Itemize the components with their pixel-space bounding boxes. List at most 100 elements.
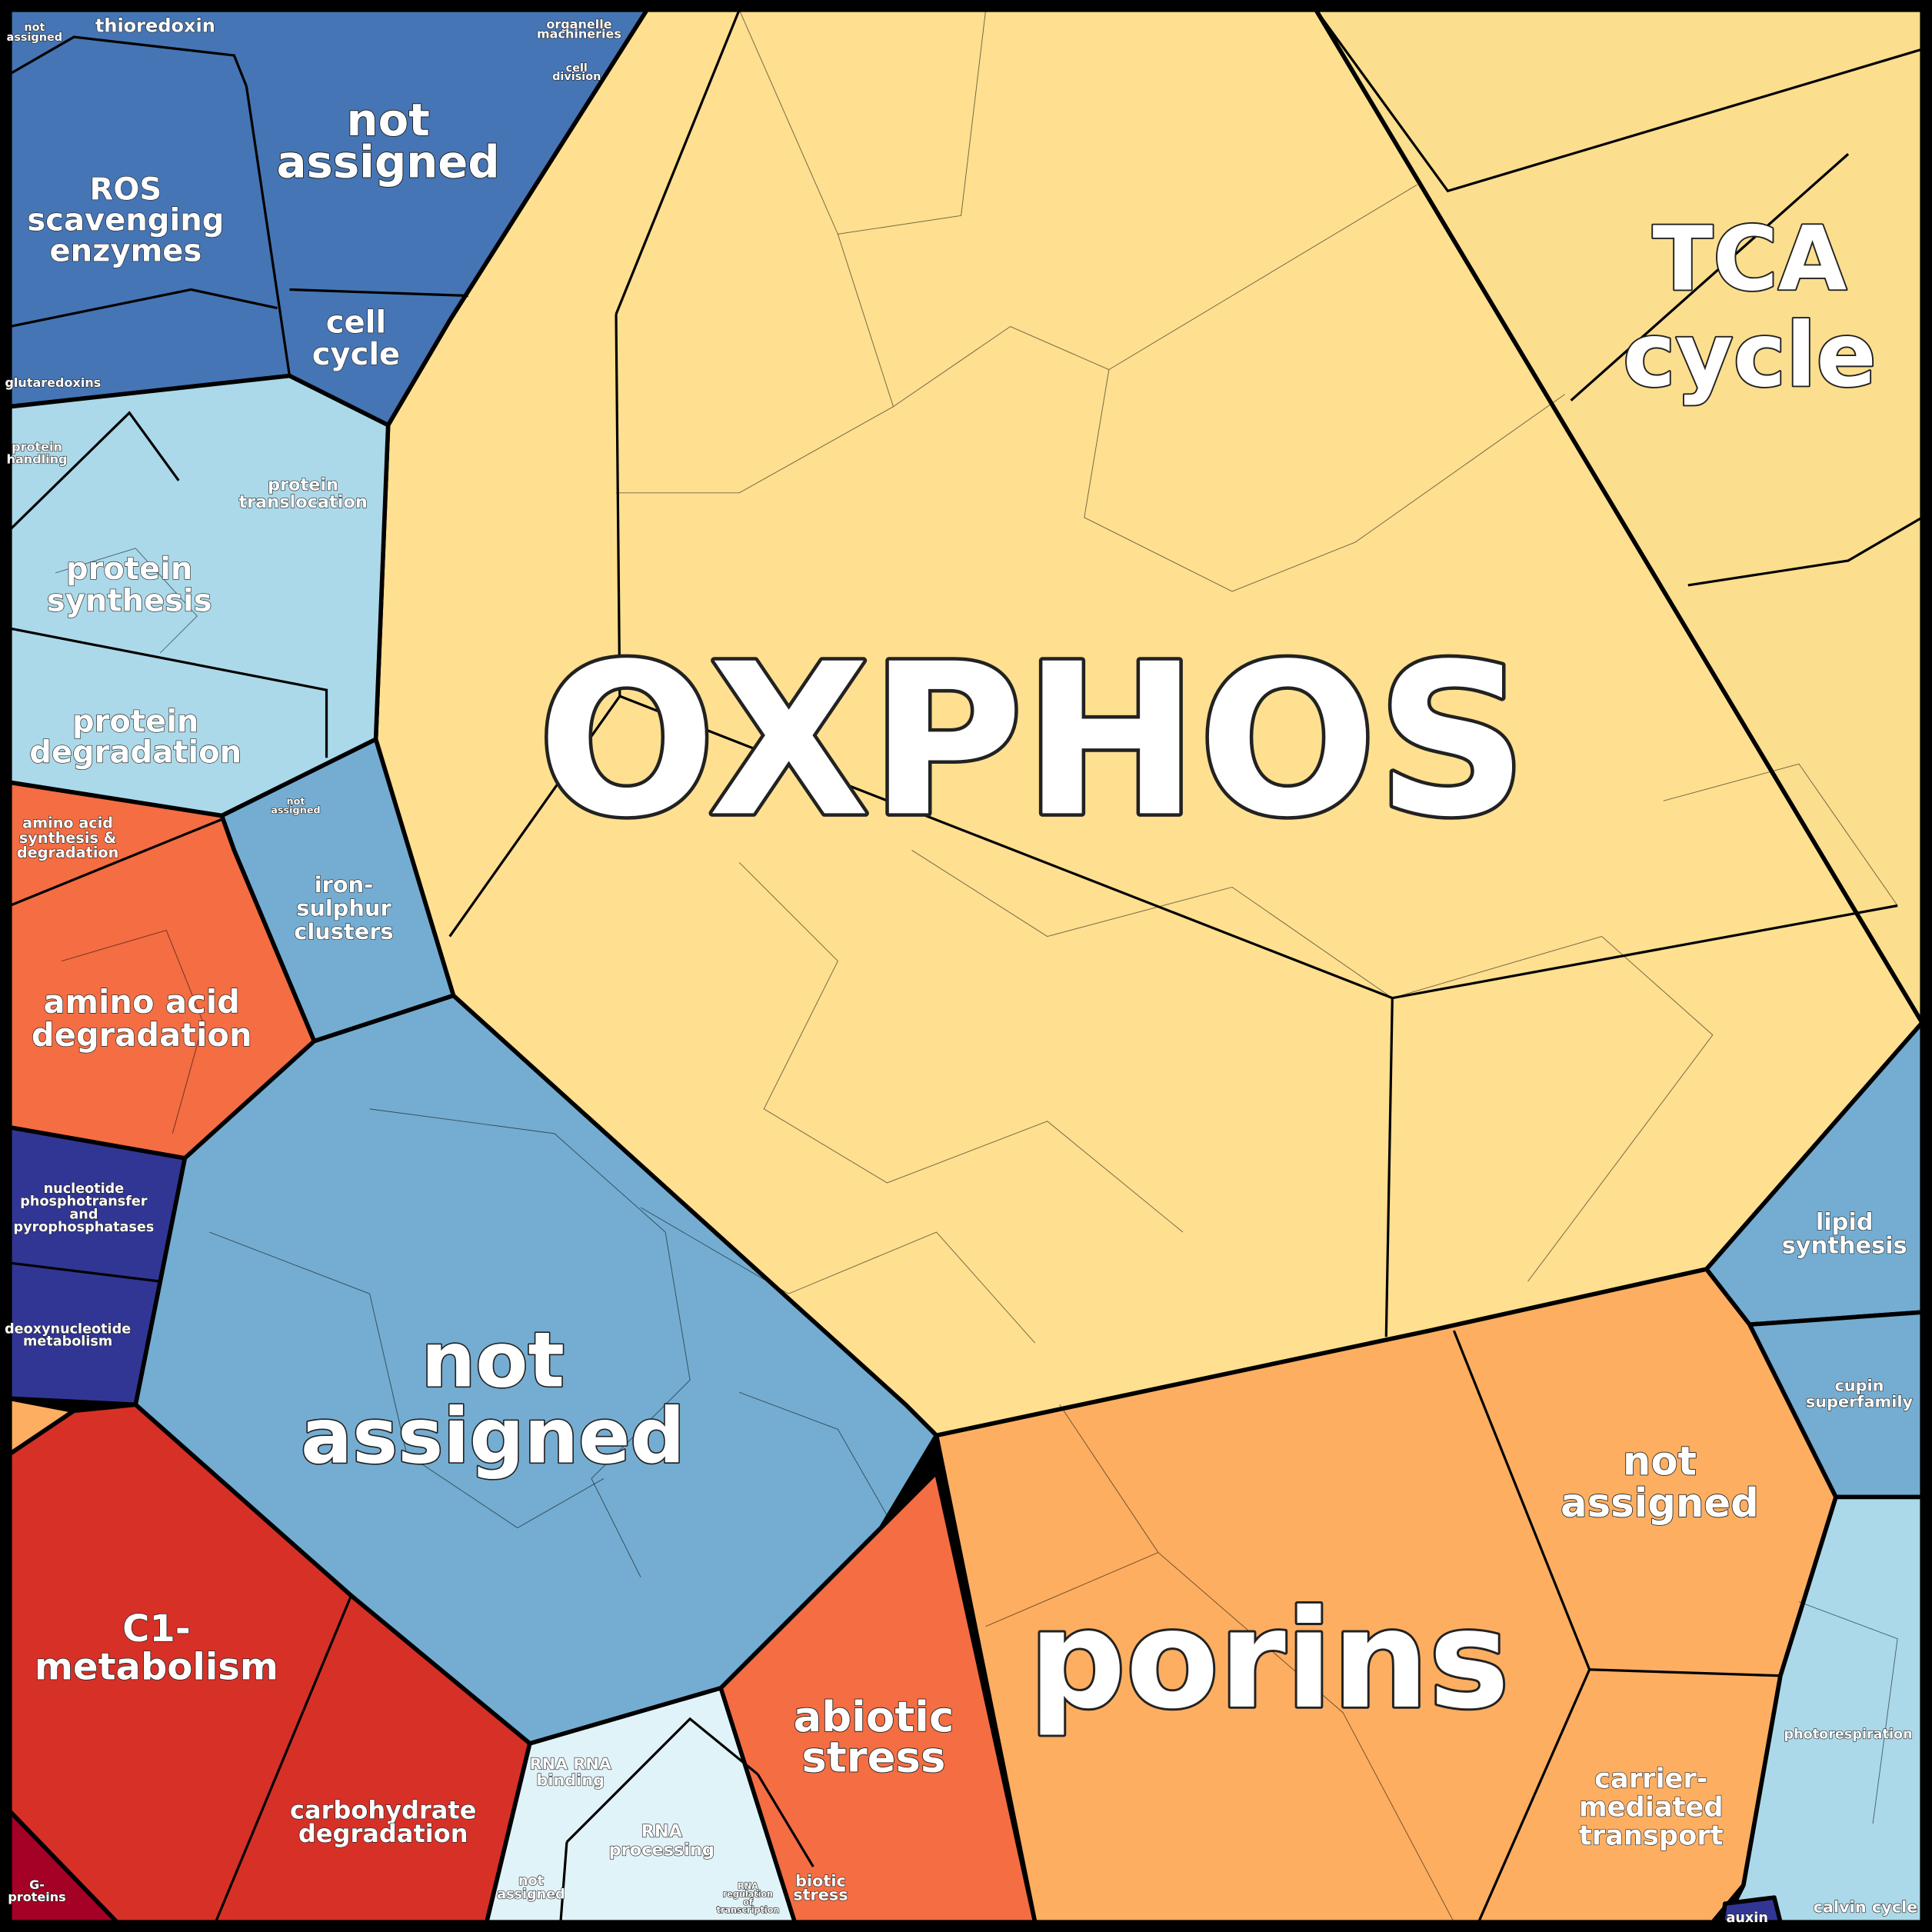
cell-label: synthesis: [47, 584, 212, 619]
cell-line: [837, 184, 1417, 408]
border: [559, 1841, 568, 1923]
cell-label: machineries: [537, 27, 621, 42]
border: [245, 85, 291, 376]
cell-line: [1084, 369, 1565, 592]
cell-line: [55, 548, 198, 654]
cell-line: [1663, 763, 1898, 906]
border: [1687, 516, 1923, 587]
cell-label: iron-: [315, 871, 373, 898]
cell-label: not: [1623, 1439, 1697, 1485]
texture: [55, 9, 1898, 1923]
cell-label: ROS: [90, 172, 162, 208]
cell-label: synthesis: [1782, 1232, 1907, 1259]
cell-label: phosphotransfer: [20, 1194, 148, 1210]
border: [214, 1595, 353, 1923]
cell-label: C1-: [122, 1607, 191, 1651]
cell-label: carbohydrate: [290, 1796, 476, 1825]
cell-label: not: [347, 94, 430, 146]
cell-label: protein: [12, 439, 62, 454]
cell-label: RNA: [641, 1822, 683, 1842]
cell-line: [209, 1231, 605, 1529]
cell-line: [1392, 936, 1714, 1282]
cell-label: amino acid: [44, 983, 240, 1021]
cell-label: degradation: [32, 1016, 252, 1054]
cell-label: not: [286, 796, 305, 808]
cell-label: biotic: [795, 1872, 846, 1890]
cell-line: [616, 406, 894, 494]
cell-label: assigned: [497, 1887, 565, 1903]
cell-label: enzymes: [50, 234, 202, 269]
border: [1314, 8, 1923, 193]
cell-label: degradation: [298, 1819, 468, 1848]
cell-label: auxin: [1727, 1910, 1768, 1926]
auxin-cell: [1720, 1895, 1783, 1924]
cell-label: not: [421, 1316, 565, 1404]
border: [9, 1261, 161, 1283]
cell-label: TCA: [1653, 208, 1847, 311]
cell-label: RNA: [738, 1881, 758, 1891]
cell-label: sulphur: [296, 894, 391, 921]
border: [8, 411, 180, 531]
stress-cell: [718, 1470, 1038, 1924]
cell-label: cupin: [1834, 1377, 1884, 1395]
border: [756, 1774, 814, 1867]
cell-label: binding: [536, 1770, 605, 1789]
cell-line: [738, 9, 987, 235]
cell-label: transport: [1579, 1820, 1724, 1851]
cell-label: protein: [72, 705, 198, 740]
cell-label: glutaredoxins: [5, 375, 101, 390]
border: [9, 288, 278, 328]
cell-label: cycle: [312, 337, 400, 372]
cell-label: protein: [66, 551, 192, 587]
cell-label: synthesis &: [19, 829, 116, 847]
cell-label: not: [24, 22, 45, 34]
cell-label: division: [552, 71, 601, 83]
cell-label: of: [743, 1897, 753, 1907]
cell-label: scavenging: [27, 203, 224, 238]
cell-line: [61, 929, 204, 1134]
g-protein-cell: [8, 1809, 119, 1924]
cell-label: stress: [801, 1733, 945, 1782]
labels: OXPHOSporinsTCAcyclenotassignednotassign…: [4, 15, 1918, 1927]
border: [9, 627, 328, 758]
cell-line: [1059, 1404, 1454, 1923]
cell-label: transcription: [716, 1905, 779, 1915]
cell-line: [369, 1108, 691, 1577]
border: [1589, 1668, 1781, 1677]
border: [565, 1717, 759, 1844]
cell-label: cell: [326, 305, 386, 341]
cell-label: calvin cycle: [1814, 1897, 1918, 1916]
cell-line: [985, 1552, 1159, 1627]
cell-label: stress: [793, 1885, 848, 1904]
cell-label: regulation: [723, 1889, 773, 1899]
cell-line: [1798, 1601, 1898, 1824]
cell-label: metabolism: [35, 1646, 278, 1689]
cells: [8, 8, 1924, 1924]
cell-label: and: [69, 1207, 98, 1222]
border: [1384, 998, 1394, 1337]
cell-label: degradation: [17, 844, 118, 861]
cell-line: [640, 1207, 1036, 1344]
cell-label: OXPHOS: [538, 619, 1527, 863]
cell-label: amino acid: [22, 814, 113, 832]
border: [615, 9, 741, 315]
cell-label: deoxynucleotide: [5, 1321, 131, 1337]
border: [1570, 153, 1850, 401]
cell-label: abiotic: [793, 1692, 954, 1741]
cell-label: assigned: [277, 136, 500, 188]
cell-label: degradation: [29, 735, 242, 771]
cell-label: cycle: [1623, 304, 1877, 407]
cell-label: clusters: [294, 918, 393, 944]
cell-label: processing: [609, 1840, 715, 1860]
cell-label: pyrophosphatases: [14, 1220, 155, 1235]
border: [9, 35, 248, 87]
cell-label: nucleotide: [44, 1181, 125, 1197]
cell-label: assigned: [271, 804, 320, 816]
cell-label: handling: [7, 451, 68, 466]
cell-line: [738, 862, 1184, 1233]
cell-label: RNA RNA: [530, 1755, 611, 1774]
tca-cell: [1314, 8, 1924, 1025]
cell-label: organelle: [546, 17, 611, 32]
cell-label: photorespiration: [1784, 1727, 1912, 1742]
